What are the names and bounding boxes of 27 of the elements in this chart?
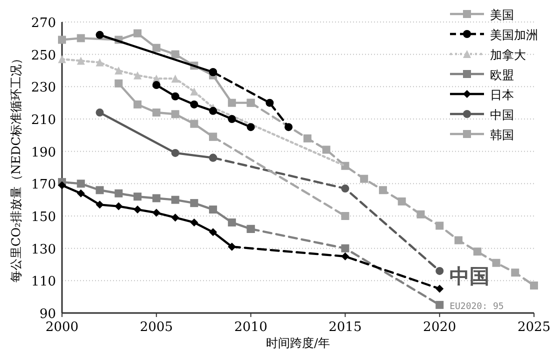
annotation: 中国 [450,264,490,288]
x-tick-label: 2015 [328,320,362,335]
y-tick-label: 90 [39,307,56,322]
y-axis-title: 每公里CO₂排放量（NEDC标准循环工况） [9,52,23,282]
y-tick-label: 230 [31,80,56,96]
legend-label: 加拿大 [490,48,526,62]
y-tick-label: 210 [31,113,56,128]
x-tick-label: 2005 [140,320,173,335]
legend-label: 美国加洲 [490,28,538,42]
legend-label: 日本 [490,88,514,102]
legend-label: 欧盟 [490,68,514,82]
y-tick-label: 170 [31,178,56,193]
y-tick-label: 250 [31,48,56,64]
y-tick-label: 130 [31,242,56,258]
x-tick-label: 2020 [423,320,456,335]
x-axis-title: 时间跨度/年 [266,336,330,350]
y-tick-label: 190 [31,145,56,160]
legend-label: 中国 [490,108,514,122]
legend-label: 美国 [490,8,514,22]
y-tick-label: 110 [31,274,56,290]
x-tick-label: 2000 [45,320,79,335]
annotation: EU2020: 95 [450,302,504,312]
x-tick-label: 2010 [234,320,268,335]
y-tick-label: 270 [31,16,56,31]
legend-label: 韩国 [490,128,514,142]
y-tick-label: 150 [31,210,56,225]
x-tick-label: 2025 [517,320,551,335]
